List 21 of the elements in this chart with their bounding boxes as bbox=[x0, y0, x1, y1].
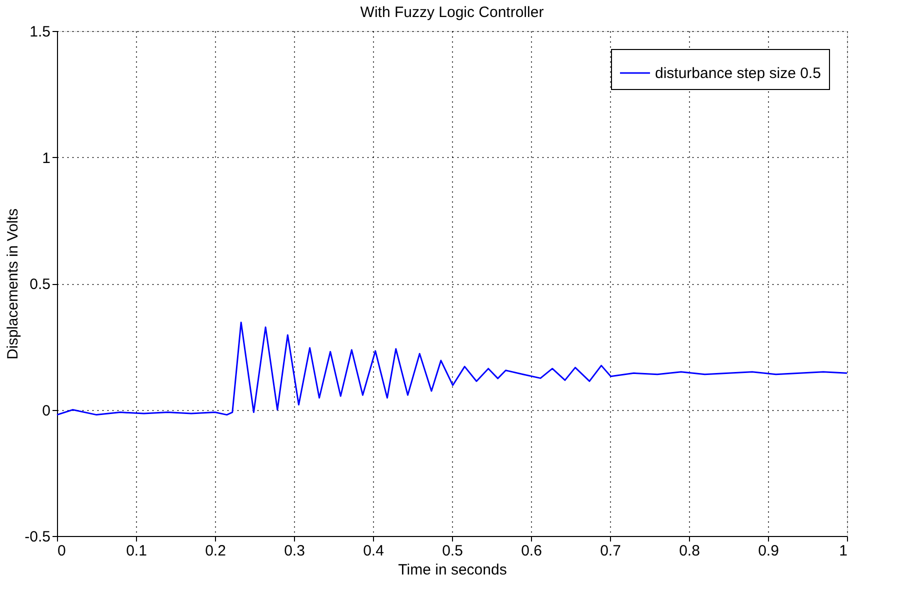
legend-label: disturbance step size 0.5 bbox=[655, 65, 821, 82]
line-series bbox=[56, 322, 848, 416]
x-tick-label: 0.5 bbox=[442, 542, 463, 560]
chart-title: With Fuzzy Logic Controller bbox=[360, 4, 544, 21]
x-tick-label: 1 bbox=[839, 542, 848, 560]
y-axis-title: Displacements in Volts bbox=[4, 208, 22, 360]
x-tick-label: 0.6 bbox=[521, 542, 542, 560]
y-tick-label: 1 bbox=[42, 150, 50, 167]
x-tick-label: 0.2 bbox=[205, 542, 226, 560]
x-tick-label: 0.9 bbox=[758, 542, 779, 560]
x-tick-label: 0.7 bbox=[600, 542, 621, 560]
x-tick-label: 0.4 bbox=[363, 542, 384, 560]
x-tick-label: 0.8 bbox=[679, 542, 700, 560]
y-tick-label: 1.5 bbox=[30, 24, 50, 40]
x-tick-label: 0.1 bbox=[126, 542, 147, 560]
y-tick-label: 0.5 bbox=[30, 276, 50, 293]
y-tick-label: 0 bbox=[42, 402, 50, 420]
y-tick-label: -0.5 bbox=[24, 528, 50, 546]
x-tick-label: 0 bbox=[58, 542, 66, 560]
x-tick-label: 0.3 bbox=[284, 542, 305, 560]
x-axis-title: Time in seconds bbox=[398, 562, 507, 578]
